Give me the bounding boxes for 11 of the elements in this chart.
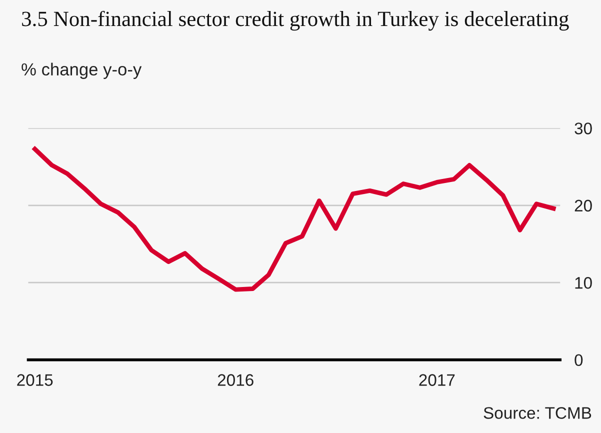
x-tick-label: 2016	[218, 374, 254, 386]
y-tick-label: 20	[574, 200, 592, 212]
line-series	[32, 146, 556, 292]
x-tick-label: 2015	[17, 374, 53, 386]
y-tick-label: 30	[574, 122, 592, 134]
x-tick-label: 2017	[419, 374, 455, 386]
y-tick-label: 10	[575, 277, 592, 289]
chart-subtitle: % change y-o-y	[22, 62, 142, 79]
y-tick-label: 0	[574, 354, 583, 366]
chart-title: 3.5 Non-financial sector credit growth in Turkey is decelerating	[22, 10, 569, 31]
source-note: Source: TCMB	[484, 407, 592, 419]
